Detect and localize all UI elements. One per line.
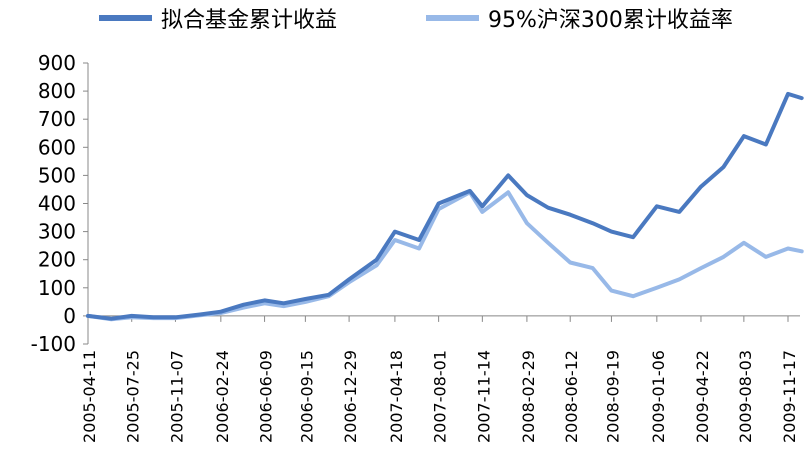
data-point-series-0	[263, 298, 267, 302]
x-tick-label: 2005-04-11	[80, 350, 99, 443]
data-point-series-1	[742, 241, 746, 245]
data-point-series-0	[198, 312, 202, 317]
x-tick-label: 2006-02-24	[213, 350, 232, 443]
y-tick-label: 900	[38, 51, 76, 75]
data-point-series-0	[303, 297, 307, 301]
data-point-series-0	[393, 230, 397, 234]
y-tick-label: 700	[38, 107, 76, 131]
data-point-series-0	[219, 310, 223, 314]
y-tick-label: 600	[38, 135, 76, 159]
data-point-series-0	[109, 317, 113, 321]
x-tick-label: 2008-02-29	[519, 350, 538, 443]
data-point-series-0	[327, 293, 331, 297]
data-point-series-1	[375, 263, 379, 267]
data-point-series-0	[437, 201, 441, 206]
data-point-series-0	[480, 204, 484, 208]
y-tick-label: 500	[38, 163, 76, 187]
data-point-series-0	[786, 92, 790, 96]
data-point-series-0	[468, 189, 472, 193]
x-tick-label: 2005-11-07	[167, 350, 186, 443]
x-tick-label: 2007-11-14	[474, 350, 493, 443]
series-line-0	[86, 91, 804, 321]
data-point-series-1	[764, 255, 768, 259]
data-point-series-0	[347, 277, 351, 281]
data-point-series-1	[393, 238, 397, 242]
data-point-series-0	[655, 204, 659, 208]
data-point-series-1	[609, 289, 614, 293]
y-tick-label: 0	[63, 304, 76, 328]
x-tick-label: 2009-04-22	[693, 350, 712, 443]
y-tick-label: 100	[38, 276, 76, 300]
data-point-series-1	[591, 266, 595, 270]
data-point-series-1	[506, 190, 510, 194]
data-point-series-0	[609, 230, 614, 234]
data-point-series-0	[375, 258, 379, 262]
data-point-series-0	[721, 165, 726, 169]
legend: 拟合基金累计收益 95%沪深300累计收益率	[99, 8, 733, 33]
data-point-series-1	[721, 255, 726, 259]
data-point-series-0	[677, 210, 681, 214]
data-point-series-1	[282, 304, 286, 308]
data-point-series-0	[568, 213, 572, 217]
x-tick-label: 2007-08-01	[431, 350, 450, 443]
data-point-series-1	[677, 277, 681, 281]
data-point-series-1	[655, 286, 659, 290]
data-point-series-0	[151, 315, 155, 319]
data-point-series-1	[417, 246, 421, 251]
data-point-series-0	[742, 134, 746, 138]
data-point-series-0	[800, 96, 804, 100]
data-point-series-1	[800, 249, 804, 253]
data-point-series-0	[631, 235, 635, 239]
data-point-series-0	[130, 314, 134, 318]
data-point-series-0	[173, 315, 177, 319]
series-line-1	[86, 190, 804, 322]
data-point-series-0	[764, 142, 768, 147]
data-point-series-1	[546, 241, 550, 245]
legend-label-hs300: 95%沪深300累计收益率	[488, 8, 733, 33]
data-point-series-0	[282, 301, 286, 305]
data-point-series-0	[546, 206, 550, 210]
x-tick-label: 2009-08-03	[736, 350, 755, 443]
data-point-series-0	[525, 193, 529, 197]
y-tick-label: 400	[38, 192, 76, 216]
data-point-series-1	[786, 246, 790, 251]
data-point-series-1	[480, 210, 484, 214]
x-tick-label: 2009-11-17	[780, 350, 799, 443]
x-tick-label: 2007-04-18	[387, 350, 406, 443]
series-group	[86, 91, 804, 322]
data-point-series-1	[568, 260, 572, 265]
data-point-series-0	[699, 185, 703, 189]
x-tick-label: 2008-06-12	[562, 350, 581, 443]
y-tick-label: 200	[38, 248, 76, 272]
data-point-series-1	[699, 266, 703, 270]
x-tick-label: 2006-06-09	[257, 350, 276, 443]
y-tick-label: 300	[38, 220, 76, 244]
x-tick-label: 2006-09-15	[297, 350, 316, 443]
data-point-series-0	[242, 303, 246, 307]
x-tick-label: 2005-07-25	[124, 350, 143, 443]
data-point-series-0	[417, 238, 421, 242]
data-point-series-0	[506, 173, 510, 177]
y-tick-label: -100	[31, 332, 76, 356]
x-tick-label: 2006-12-29	[341, 350, 360, 443]
y-tick-label: 800	[38, 79, 76, 103]
data-point-series-0	[86, 314, 90, 318]
data-point-series-0	[591, 221, 595, 225]
x-tick-label: 2008-09-19	[603, 350, 622, 443]
axes: -100 0 100 200 300 400 500 600 700 800 900 2005-04-…	[31, 51, 800, 443]
x-tick-label: 2009-01-06	[649, 350, 668, 443]
data-point-series-1	[525, 221, 529, 225]
legend-label-fitted-fund: 拟合基金累计收益	[161, 8, 337, 33]
data-point-series-1	[631, 294, 635, 298]
